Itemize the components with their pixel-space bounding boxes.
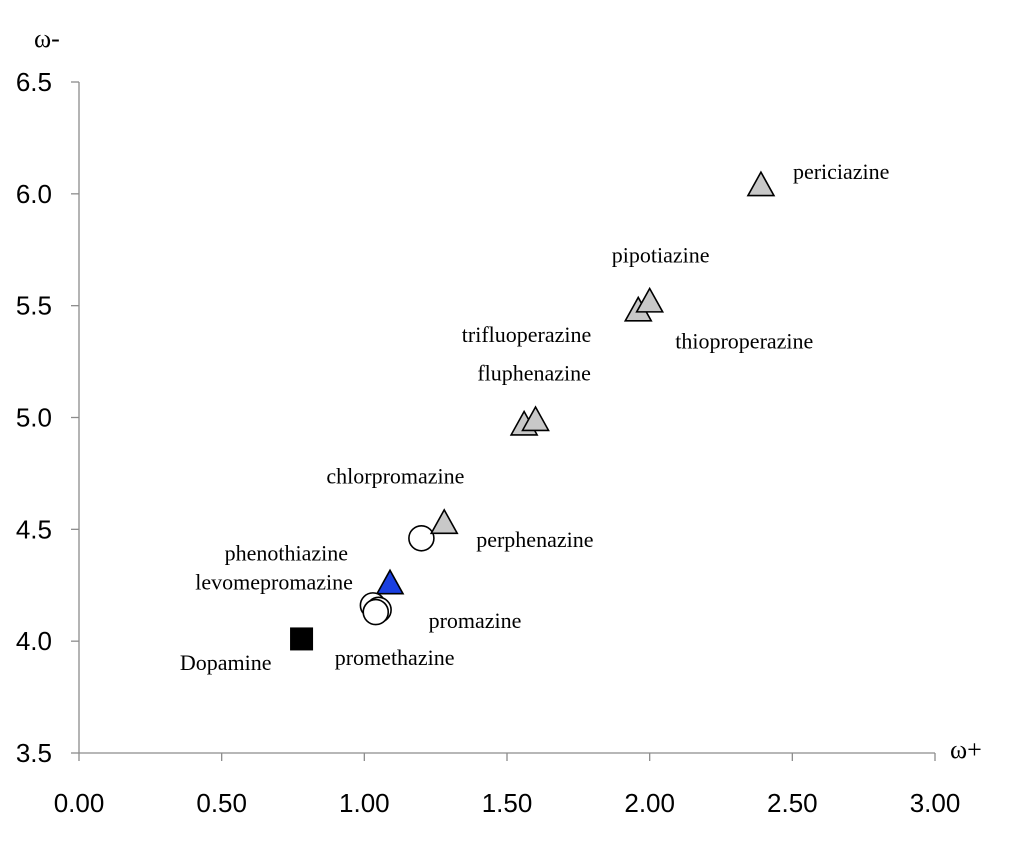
x-tick-label: 1.50 — [482, 788, 533, 818]
x-tick-label: 0.50 — [196, 788, 247, 818]
point-trifluoperazine — [521, 405, 550, 432]
y-axis-label: ω- — [34, 24, 60, 53]
x-tick-label: 2.50 — [767, 788, 818, 818]
point-labels: Dopamine phenothiazine levomepromazine prom… — [180, 159, 890, 675]
label-fluphenazine: fluphenazine — [477, 360, 591, 385]
y-tick-label: 5.5 — [16, 291, 52, 321]
label-periciazine: periciazine — [793, 159, 890, 184]
y-tick-label: 3.5 — [16, 738, 52, 768]
x-axis-label: ω+ — [950, 735, 982, 764]
axes: 3.5 4.0 4.5 5.0 5.5 6.0 6.5 0.00 0.50 1.00 1.50 2.0… — [16, 67, 960, 818]
label-promazine: promazine — [429, 608, 522, 633]
y-tick-label: 4.0 — [16, 626, 52, 656]
label-thioproperazine: thioproperazine — [675, 328, 813, 353]
x-tick-label: 1.00 — [339, 788, 390, 818]
label-chlorpromazine: chlorpromazine — [326, 463, 464, 488]
x-tick-label: 0.00 — [54, 788, 105, 818]
y-tick-label: 6.5 — [16, 67, 52, 97]
data-points — [290, 170, 776, 651]
label-trifluoperazine: trifluoperazine — [462, 322, 592, 347]
point-chlorpromazine — [408, 524, 435, 552]
label-levomepromazine: levomepromazine — [195, 569, 353, 594]
y-tick-label: 6.0 — [16, 179, 52, 209]
label-phenothiazine: phenothiazine — [225, 540, 348, 565]
point-promethazine — [362, 598, 390, 626]
point-phenothiazine — [375, 568, 405, 595]
label-promethazine: promethazine — [335, 645, 455, 670]
label-pipotiazine: pipotiazine — [612, 242, 710, 267]
y-tick-label: 5.0 — [16, 403, 52, 433]
label-dopamine: Dopamine — [180, 650, 272, 675]
x-tick-label: 2.00 — [624, 788, 675, 818]
point-periciazine — [746, 170, 776, 197]
label-perphenazine: perphenazine — [476, 527, 593, 552]
point-dopamine — [290, 627, 314, 651]
point-pipotiazine — [635, 286, 665, 313]
point-perphenazine — [429, 508, 459, 535]
y-tick-label: 4.5 — [16, 514, 52, 544]
x-tick-label: 3.00 — [910, 788, 961, 818]
